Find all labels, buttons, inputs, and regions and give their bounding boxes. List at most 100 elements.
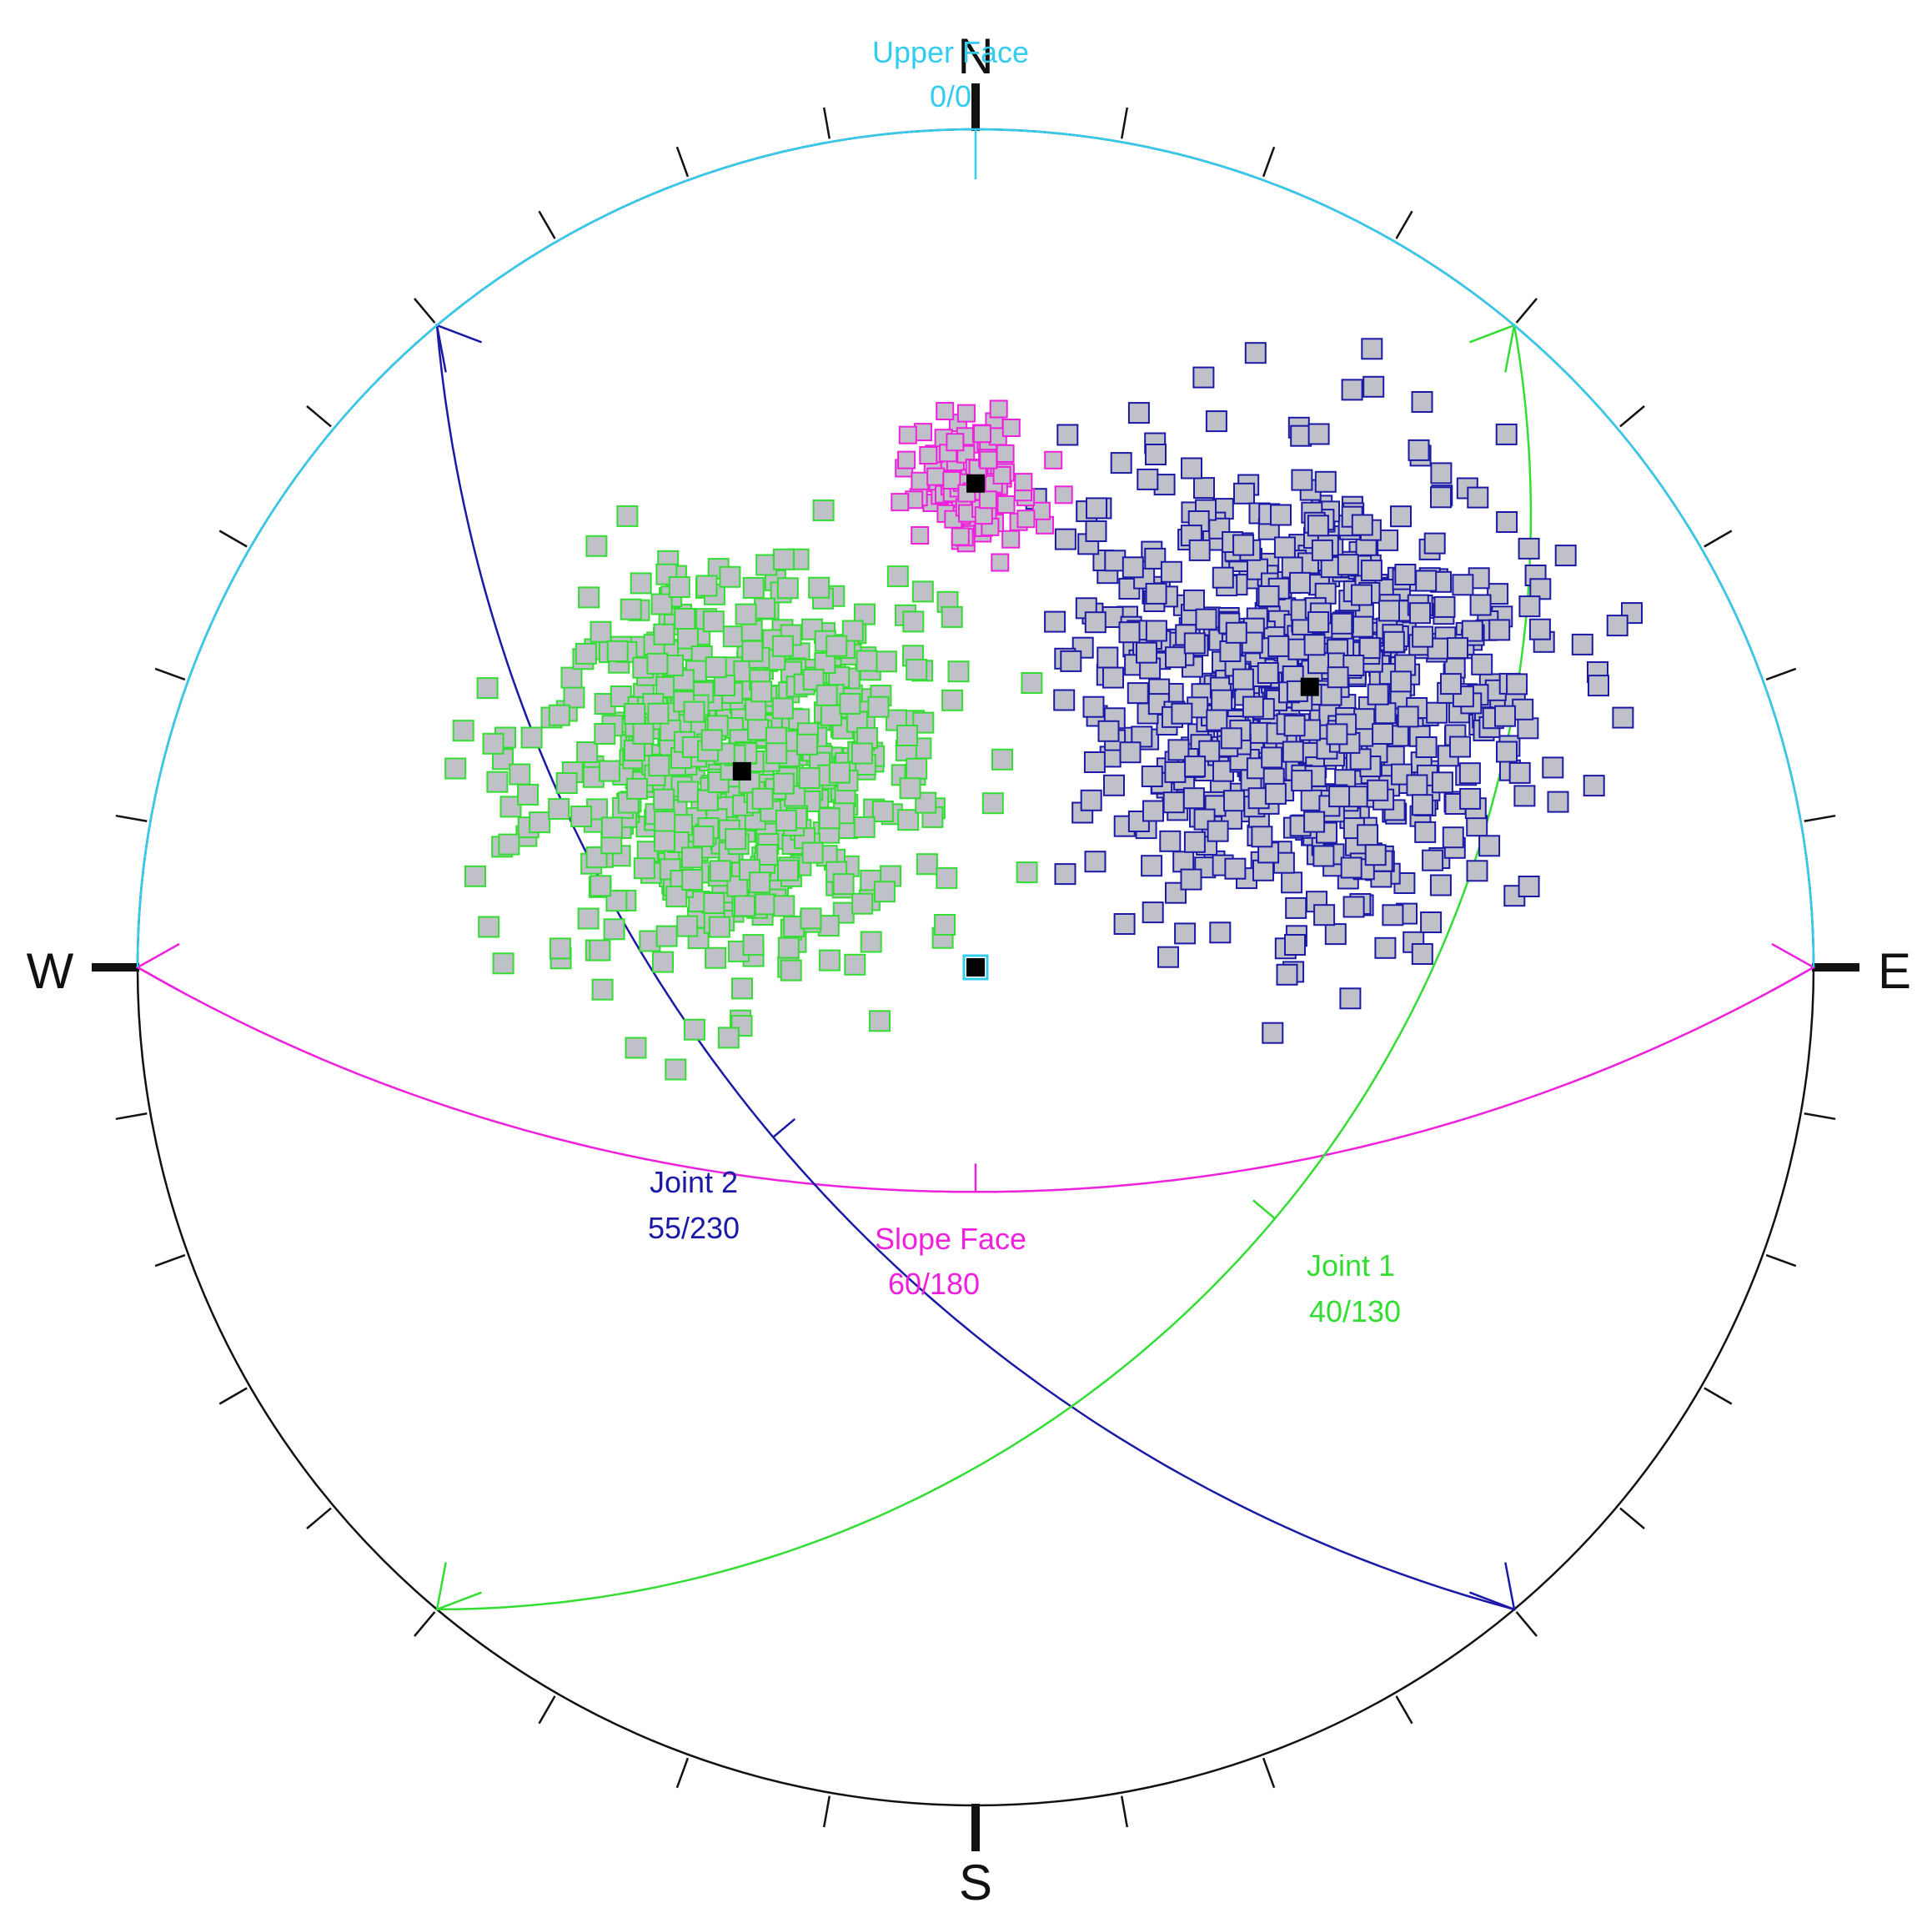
pole-marker [654, 811, 676, 833]
pole-marker [978, 490, 997, 510]
azimuth-tick [306, 405, 332, 428]
pole-marker [1103, 774, 1125, 796]
pole-marker [934, 914, 956, 936]
pole-marker [851, 742, 873, 765]
pole-marker [1159, 830, 1182, 852]
pole-marker [1171, 702, 1193, 725]
pole-marker [655, 925, 678, 947]
azimuth-tick [218, 1387, 248, 1405]
pole-marker [1251, 826, 1273, 848]
pole-marker [1411, 943, 1433, 965]
azimuth-tick [115, 1112, 148, 1121]
azimuth-tick [218, 530, 248, 548]
pole-marker [1397, 705, 1419, 728]
pole-marker [1183, 589, 1205, 611]
pole-marker [1182, 787, 1205, 810]
pole-marker [654, 830, 675, 852]
pole-marker [1409, 602, 1431, 625]
pole-marker [476, 677, 499, 700]
pole-marker [1122, 556, 1144, 579]
pole-marker [1141, 766, 1163, 787]
pole-marker [742, 576, 765, 599]
pole-marker [1096, 646, 1119, 669]
pole-marker [1071, 636, 1094, 659]
pole-marker [1145, 582, 1167, 605]
pole-marker [652, 951, 674, 973]
pole-marker [1494, 705, 1516, 727]
pole-marker [1291, 469, 1313, 491]
pole-marker [1423, 532, 1446, 555]
pole-marker [973, 424, 991, 444]
pole-marker [1086, 497, 1107, 520]
pole-marker [1267, 635, 1290, 657]
pole-marker [1307, 515, 1329, 537]
pole-marker [575, 642, 597, 665]
pole-marker [1113, 913, 1136, 935]
azimuth-tick [1704, 530, 1733, 548]
pole-marker [1257, 662, 1279, 684]
pole-marker [1415, 736, 1438, 758]
pole-marker [633, 857, 655, 880]
pole-marker [818, 949, 841, 972]
pole-marker [1307, 611, 1330, 633]
pole-marker [1273, 536, 1296, 559]
pole-marker [1466, 860, 1488, 882]
pole-marker [1219, 640, 1242, 662]
pole-marker [672, 669, 695, 691]
pole-marker [780, 959, 802, 982]
pole-marker [942, 471, 961, 490]
pole-marker [1142, 901, 1164, 924]
pole-marker [820, 704, 842, 726]
azimuth-tick [1515, 298, 1538, 324]
pole-marker [1016, 510, 1036, 529]
pole-marker [776, 577, 799, 600]
pole-marker [1102, 666, 1124, 689]
pole-marker [1244, 342, 1267, 364]
pole-marker [695, 575, 718, 597]
pole-marker [1571, 633, 1593, 655]
pole-marker [1223, 790, 1245, 812]
pole-marker [676, 915, 699, 937]
pole-marker [919, 446, 938, 464]
pole-marker [1430, 486, 1452, 509]
pole-marker [1382, 904, 1404, 926]
pole-marker [851, 892, 874, 915]
pole-marker [570, 806, 593, 827]
pole-marker [991, 553, 1010, 572]
pole-marker [1303, 811, 1326, 833]
pole-marker [1351, 584, 1372, 606]
pole-marker [1351, 514, 1373, 536]
azimuth-tick [822, 1795, 831, 1828]
pole-marker [625, 1037, 647, 1059]
azimuth-tick [822, 107, 831, 139]
pole-marker [1420, 911, 1443, 933]
pole-marker [1342, 896, 1365, 918]
pole-marker [832, 873, 855, 896]
pole-marker [1142, 800, 1164, 822]
azimuth-tick [1515, 1611, 1538, 1637]
pole-marker [1060, 650, 1082, 672]
azimuth-tick [1619, 1507, 1645, 1529]
pole-marker [1001, 530, 1021, 549]
azimuth-tick [1120, 107, 1129, 139]
strike-marker [1771, 942, 1816, 992]
strike-marker [1468, 1562, 1516, 1611]
azimuth-tick [154, 1253, 186, 1268]
pole-marker [1508, 761, 1531, 784]
dip-tick [1252, 1199, 1276, 1220]
pole-marker [1339, 987, 1362, 1010]
pole-marker [730, 1015, 753, 1037]
pole-marker [585, 535, 608, 557]
slope-face-great-circle [135, 942, 1816, 1193]
pole-marker [1044, 610, 1066, 633]
strike-marker [135, 942, 180, 992]
pole-marker [1097, 720, 1120, 742]
azimuth-tick [1262, 1757, 1276, 1789]
joint1-name: Joint 1 [1307, 1248, 1395, 1283]
pole-marker [801, 841, 824, 864]
pole-marker [869, 1010, 891, 1032]
pole-marker [1449, 736, 1471, 758]
pole-marker [1172, 851, 1195, 873]
pole-marker [1270, 504, 1292, 526]
pole-marker [754, 893, 776, 916]
